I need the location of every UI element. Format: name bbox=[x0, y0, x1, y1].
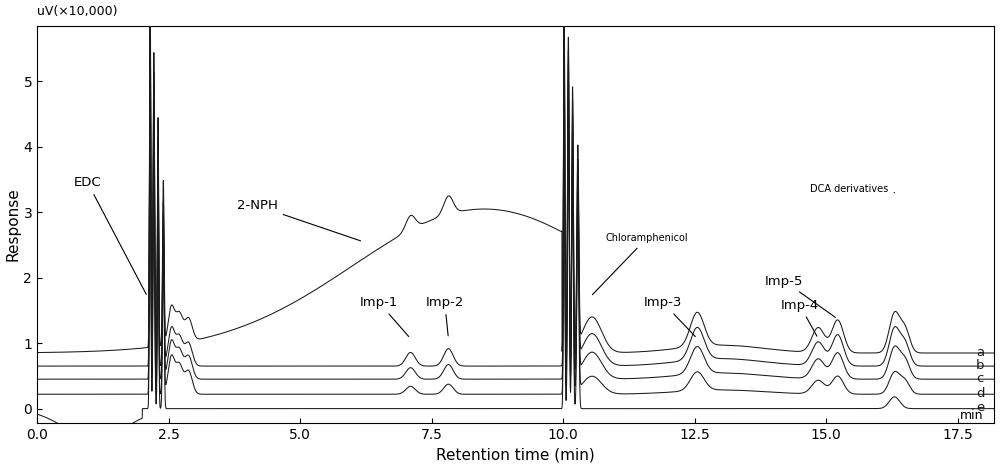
Text: min: min bbox=[960, 410, 984, 423]
Text: Imp-2: Imp-2 bbox=[426, 296, 464, 336]
Y-axis label: Response: Response bbox=[6, 188, 21, 261]
Text: b: b bbox=[976, 359, 985, 372]
Text: EDC: EDC bbox=[74, 176, 146, 294]
Text: Chloramphenicol: Chloramphenicol bbox=[592, 234, 688, 295]
Text: e: e bbox=[976, 402, 984, 415]
Text: a: a bbox=[976, 346, 984, 359]
Text: d: d bbox=[976, 387, 985, 400]
Text: DCA derivatives: DCA derivatives bbox=[810, 184, 894, 194]
Text: c: c bbox=[976, 372, 983, 385]
Text: uV(×10,000): uV(×10,000) bbox=[37, 5, 118, 18]
X-axis label: Retention time (min): Retention time (min) bbox=[436, 447, 595, 462]
Text: Imp-3: Imp-3 bbox=[644, 296, 695, 336]
Text: Imp-1: Imp-1 bbox=[360, 296, 409, 336]
Text: 2-NPH: 2-NPH bbox=[237, 199, 361, 241]
Text: Imp-5: Imp-5 bbox=[765, 275, 835, 317]
Text: Imp-4: Imp-4 bbox=[781, 299, 819, 336]
